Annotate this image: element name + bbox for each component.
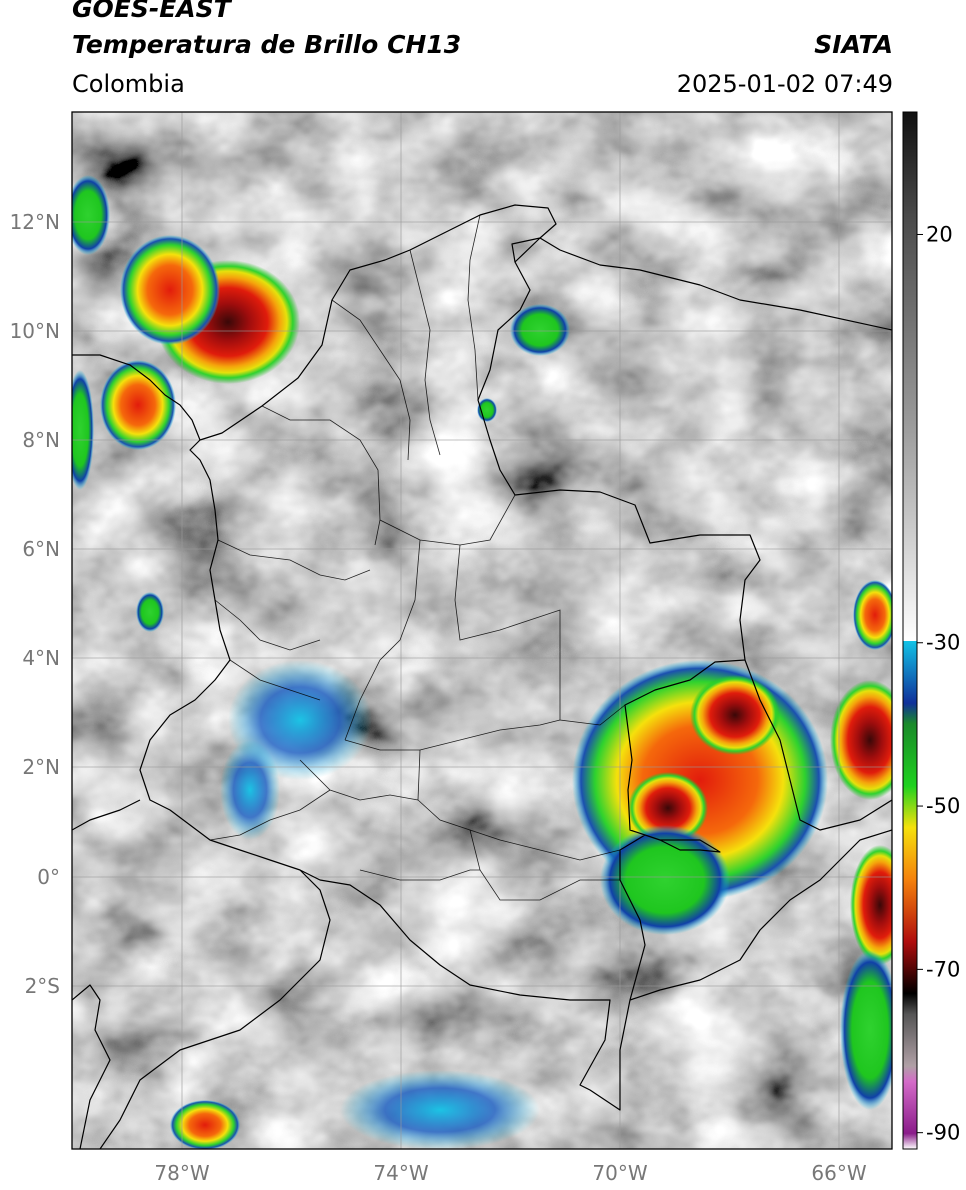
longitude-axis: 78°W 74°W 70°W 66°W	[154, 1161, 866, 1185]
colorbar-tick-label: -50	[926, 794, 960, 818]
map-panel	[72, 112, 892, 1149]
lat-label: 4°N	[22, 646, 60, 670]
graticule	[72, 112, 892, 1149]
storm-cell-east-south	[850, 845, 892, 965]
latitude-axis: 12°N 10°N 8°N 6°N 4°N 2°N 0° 2°S	[10, 210, 60, 998]
coastline-south	[72, 984, 111, 1149]
dept-line-4	[467, 214, 481, 401]
storm-cell-amazon-north	[690, 675, 780, 755]
lat-label: 2°N	[22, 755, 60, 779]
dept-line-12	[417, 749, 621, 861]
storm-cell-amazon-south	[600, 825, 730, 935]
map-frame	[71, 111, 893, 1150]
colorbar: 20 -30 -50 -70 -90	[902, 111, 960, 1150]
title-line-1: GOES-EAST	[72, 0, 231, 23]
storm-cell-uraba	[100, 360, 176, 450]
storm-cell-west-edge-north	[72, 175, 110, 255]
storm-cell-east-north	[853, 580, 892, 650]
dept-line-14	[209, 789, 331, 841]
storm-cell-small-north	[477, 398, 497, 422]
source-label: SIATA	[814, 30, 893, 59]
dept-line-9	[454, 544, 626, 726]
dept-line-6	[214, 599, 321, 651]
dept-line-13	[299, 759, 419, 801]
storm-cell-andes-south	[220, 740, 280, 840]
dept-line-3	[409, 249, 441, 456]
lat-label: 0°	[37, 865, 60, 889]
storm-cell-pacific	[136, 592, 164, 632]
dept-line-15	[469, 829, 620, 901]
venezuela-border	[514, 237, 892, 331]
dept-line-11	[344, 719, 561, 751]
colorbar-bar	[903, 112, 917, 1149]
panama-border	[72, 354, 201, 441]
lon-label: 66°W	[811, 1161, 866, 1185]
department-boundaries	[209, 214, 626, 901]
lon-label: 70°W	[592, 1161, 647, 1185]
lat-label: 6°N	[22, 537, 60, 561]
storm-cell-caribbean-west	[120, 235, 220, 345]
storm-cell-bottom-blue	[340, 1070, 540, 1149]
colorbar-tick-label: -90	[926, 1121, 960, 1145]
lat-label: 10°N	[10, 319, 60, 343]
colorbar-frame	[902, 111, 918, 1150]
storm-cell-maracaibo	[510, 304, 570, 356]
timestamp-label: 2025-01-02 07:49	[676, 70, 893, 98]
colorbar-tick-label: -30	[926, 631, 960, 655]
boundaries	[72, 204, 892, 1149]
dept-line-10	[344, 539, 421, 741]
region-label: Colombia	[72, 70, 185, 98]
colombia-border	[139, 204, 761, 1111]
dept-line-16	[359, 869, 480, 881]
storm-cell-east-mid	[830, 680, 892, 800]
title-line-2: Temperatura de Brillo CH13	[72, 30, 462, 59]
storm-cell-bottom-left	[170, 1100, 240, 1149]
lon-label: 74°W	[373, 1161, 428, 1185]
lat-label: 2°S	[25, 974, 60, 998]
ecuador-peru-border	[72, 799, 331, 1149]
brazil-venezuela-border	[744, 659, 892, 831]
colorbar-tick-label: 20	[926, 222, 953, 246]
storm-cell-west-edge-mid	[72, 370, 94, 490]
colorbar-ticks: 20 -30 -50 -70 -90	[917, 222, 960, 1145]
lon-label: 78°W	[154, 1161, 209, 1185]
dept-line-5	[217, 539, 371, 581]
lat-label: 8°N	[22, 428, 60, 452]
lat-label: 12°N	[10, 210, 60, 234]
storm-cell-amazon-core	[628, 772, 708, 844]
dept-line-7	[229, 659, 321, 701]
dept-line-2	[331, 299, 411, 461]
storm-cell-east-far-south	[840, 950, 892, 1110]
colorbar-tick-label: -70	[926, 957, 960, 981]
peru-brazil-border	[629, 829, 892, 1001]
